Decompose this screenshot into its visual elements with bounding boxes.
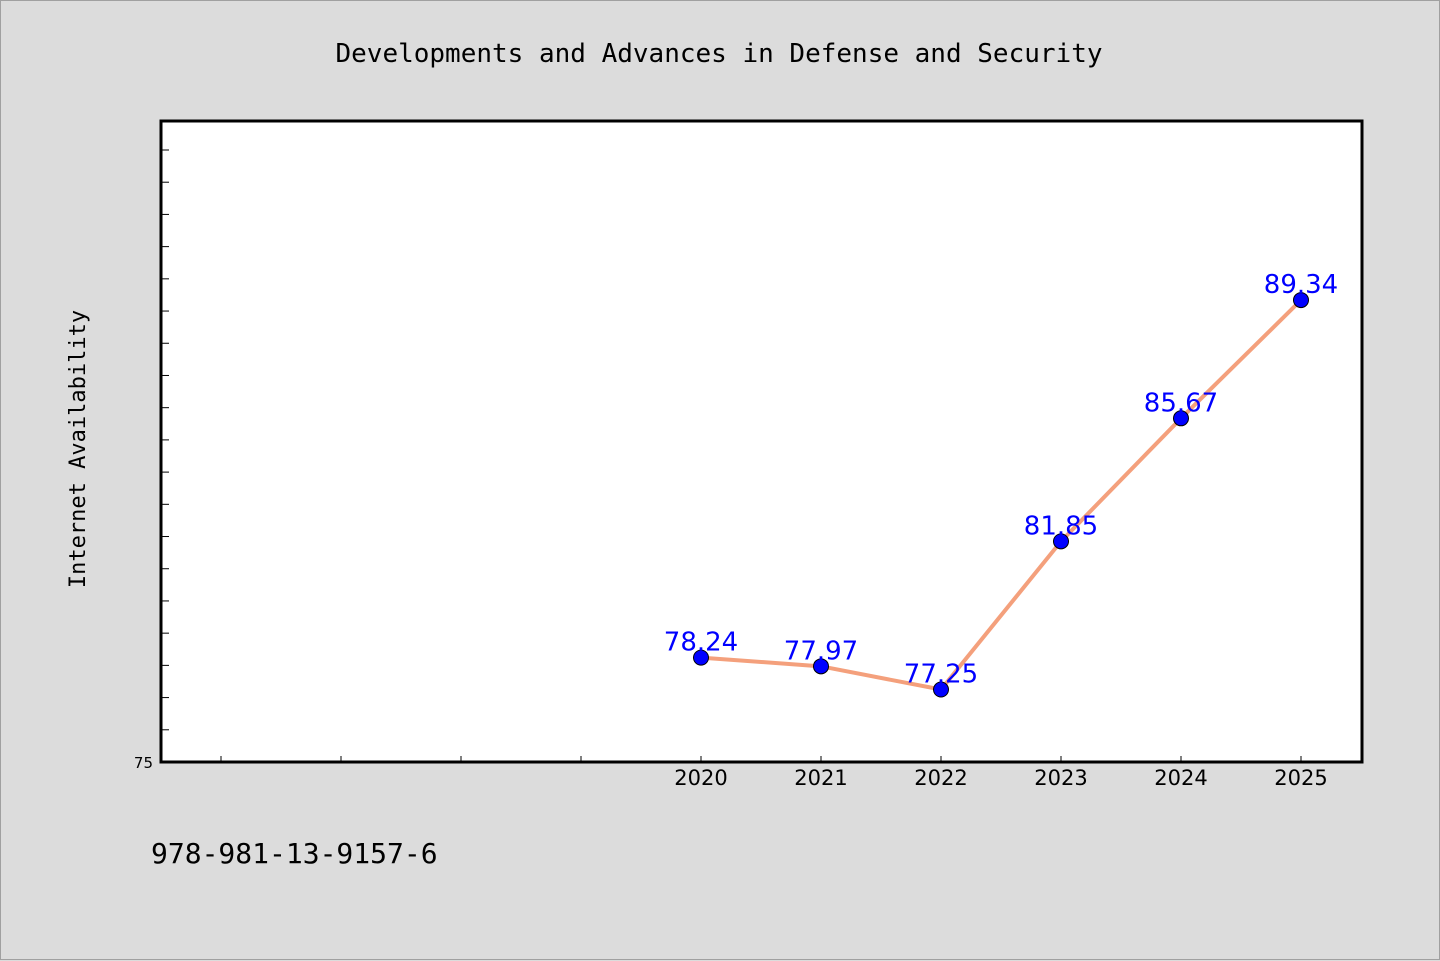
data-label: 77.25	[904, 660, 978, 690]
data-label: 89.34	[1264, 270, 1338, 300]
x-tick-label: 2020	[674, 766, 727, 790]
data-point	[1293, 292, 1309, 309]
data-point	[933, 681, 949, 698]
data-label: 81.85	[1024, 511, 1098, 541]
data-point	[1173, 410, 1189, 427]
y-tick-label: 75	[134, 754, 153, 772]
series-line	[700, 298, 1303, 692]
x-tick-label: 2025	[1274, 766, 1327, 790]
data-labels: 78.24 77.97 77.25 81.85 85.67 89.34	[664, 270, 1338, 689]
x-tick-label: 2024	[1154, 766, 1207, 790]
data-label: 77.97	[784, 636, 858, 666]
isbn-footer: 978-981-13-9157-6	[151, 837, 438, 870]
x-tick-label: 2023	[1034, 766, 1087, 790]
data-label: 85.67	[1144, 388, 1218, 418]
plot-frame	[159, 119, 1364, 764]
x-tick-label: 2021	[794, 766, 847, 790]
series-layer	[693, 292, 1309, 698]
data-point	[693, 649, 709, 666]
plot-area	[161, 121, 1362, 762]
data-point	[813, 658, 829, 675]
data-point	[1053, 533, 1069, 550]
x-tick-label: 2022	[914, 766, 967, 790]
chart-title: Developments and Advances in Defense and…	[335, 39, 1102, 69]
data-label: 78.24	[664, 628, 738, 658]
y-axis-label: Internet Availability	[66, 310, 91, 588]
